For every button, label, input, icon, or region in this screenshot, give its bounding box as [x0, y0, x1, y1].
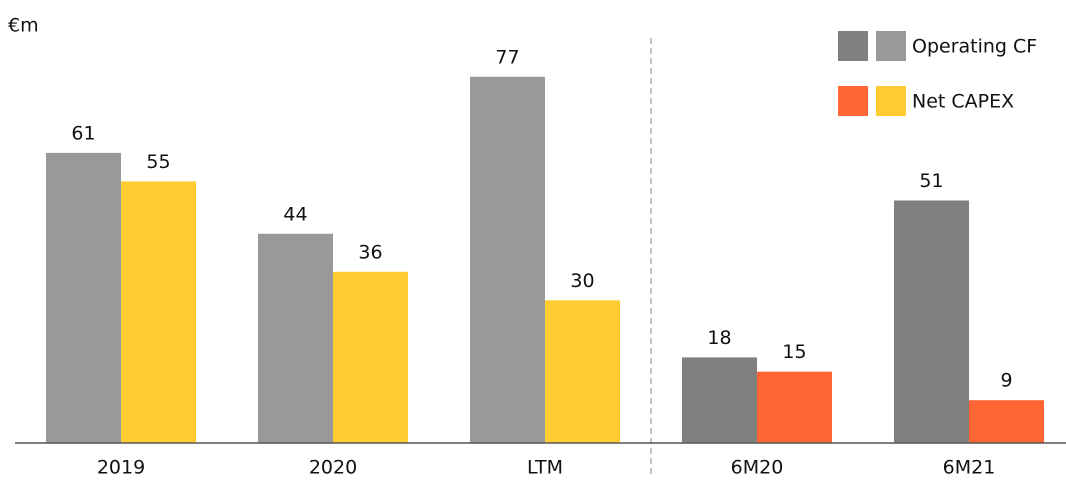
bar — [894, 200, 969, 443]
x-tick-label: LTM — [527, 457, 563, 479]
data-label: 30 — [570, 270, 594, 292]
bar — [258, 233, 333, 443]
data-label: 44 — [283, 203, 307, 225]
data-label: 77 — [495, 46, 519, 68]
x-tick-label: 6M20 — [731, 457, 784, 479]
legend-swatch — [876, 86, 906, 116]
bar — [757, 371, 832, 443]
x-tick-label: 6M21 — [943, 457, 996, 479]
bar — [121, 181, 196, 443]
bar — [682, 357, 757, 443]
legend-swatch — [838, 31, 868, 61]
bar — [333, 271, 408, 443]
bar — [545, 300, 620, 443]
data-label: 9 — [1000, 370, 1012, 392]
x-tick-label: 2019 — [97, 457, 145, 479]
bar — [969, 400, 1044, 443]
legend-label: Operating CF — [912, 36, 1037, 58]
data-label: 36 — [358, 241, 382, 263]
legend-swatch — [838, 86, 868, 116]
data-label: 55 — [146, 151, 170, 173]
data-label: 51 — [919, 170, 943, 192]
unit-label: €m — [8, 15, 39, 37]
bar — [46, 152, 121, 443]
legend-label: Net CAPEX — [912, 91, 1014, 113]
data-label: 18 — [707, 327, 731, 349]
data-label: 61 — [71, 122, 95, 144]
x-tick-label: 2020 — [309, 457, 357, 479]
legend-swatch — [876, 31, 906, 61]
bar — [470, 76, 545, 444]
data-label: 15 — [782, 341, 806, 363]
